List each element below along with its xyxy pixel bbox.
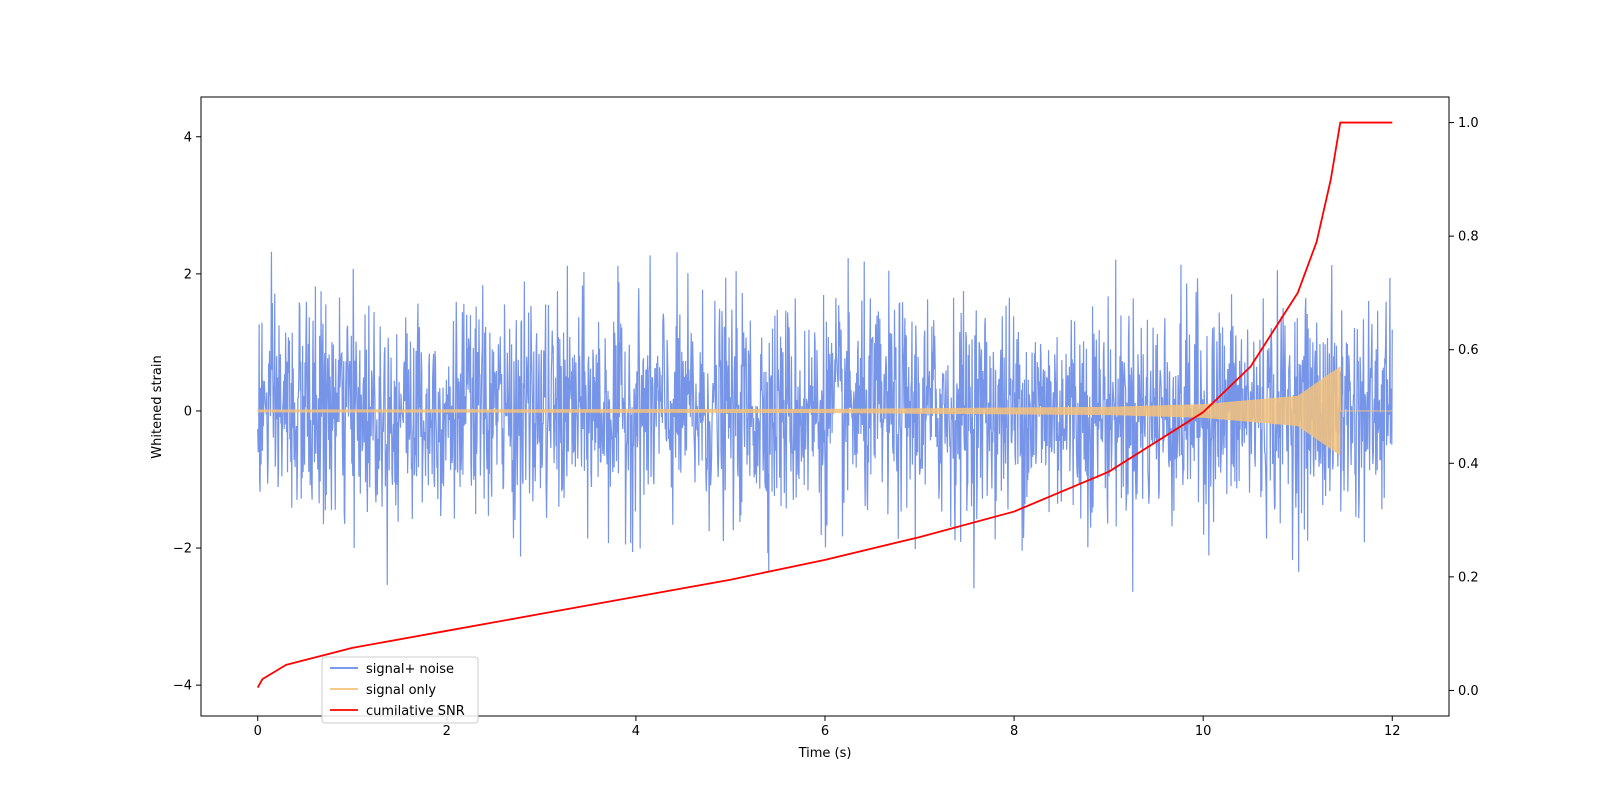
series-signal-only-line	[257, 366, 1393, 456]
x-tick-label: 8	[1010, 724, 1018, 739]
y-tick-label: 4	[184, 130, 192, 145]
x-tick-label: 2	[443, 724, 451, 739]
y-tick-label: 0	[184, 404, 192, 419]
x-tick-label: 4	[632, 724, 640, 739]
y2-tick-label: 0.4	[1458, 457, 1479, 472]
legend-label-cumulative-snr: cumilative SNR	[366, 704, 465, 719]
series-signal-noise-line	[257, 251, 1393, 592]
x-tick-label: 10	[1195, 724, 1212, 739]
x-tick-label: 0	[254, 724, 262, 739]
y-tick-label: 2	[184, 267, 192, 282]
y2-tick-label: 1.0	[1458, 116, 1479, 131]
series-cumulative-snr-line	[256, 121, 1393, 689]
x-tick-label: 6	[821, 724, 829, 739]
y2-tick-label: 0.0	[1458, 684, 1479, 699]
legend-label-signal-noise: signal+ noise	[366, 662, 454, 677]
y2-tick-label: 0.6	[1458, 343, 1479, 358]
axes-layer: 0 2 4 6 8 10 12 −4 −2 0 2 4 0.0 0.2 0.4 0.6 0.8 1.0	[173, 116, 1479, 739]
x-tick-label: 12	[1384, 724, 1401, 739]
legend: signal+ noise signal only cumilative SNR	[321, 656, 479, 724]
legend-label-signal-only: signal only	[366, 683, 436, 698]
legend-box	[321, 656, 479, 724]
y2-tick-label: 0.8	[1458, 230, 1479, 245]
y-tick-label: −4	[173, 679, 192, 694]
y-axis-label: Whitened strain	[150, 355, 165, 458]
x-axis-label: Time (s)	[798, 746, 852, 761]
series-layer	[256, 121, 1393, 689]
y2-tick-label: 0.2	[1458, 570, 1479, 585]
y-tick-label: −2	[173, 542, 192, 557]
